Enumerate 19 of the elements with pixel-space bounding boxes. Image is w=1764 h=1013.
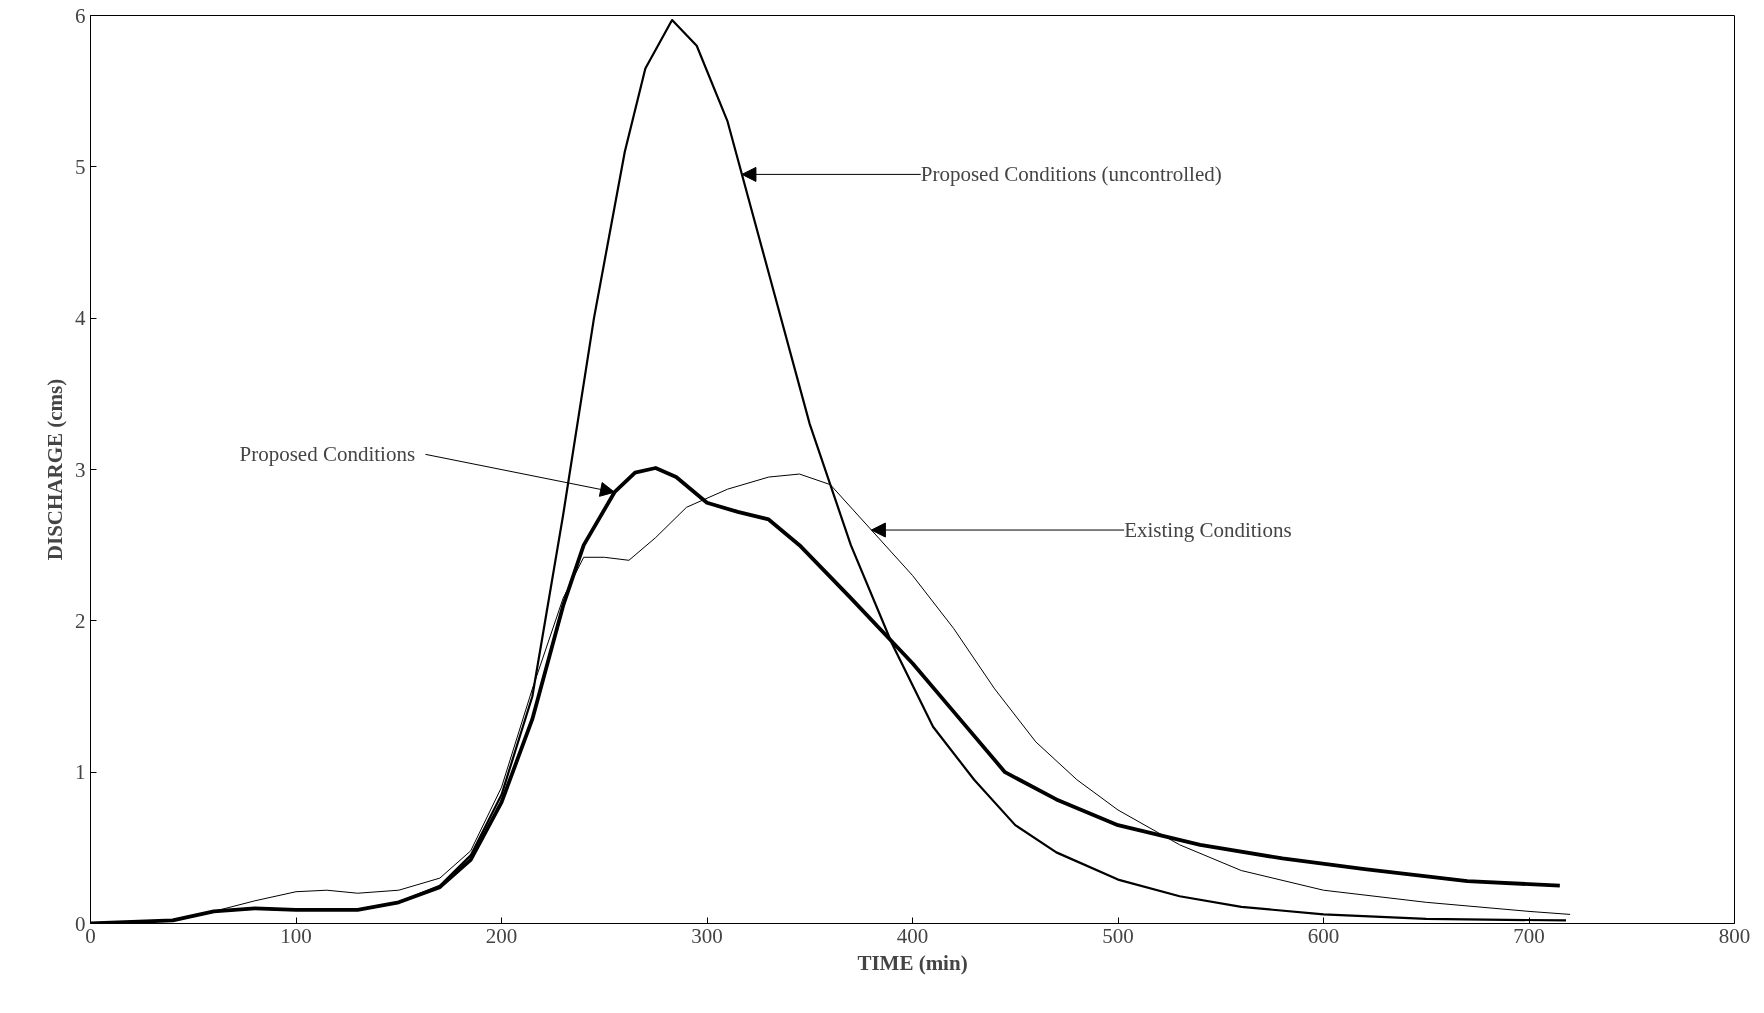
x-tick-label: 800 — [1718, 923, 1751, 948]
y-tick-label: 5 — [75, 154, 86, 179]
y-tick-label: 1 — [75, 760, 86, 785]
annotation: Existing Conditions — [1124, 518, 1292, 543]
x-tick-label: 400 — [896, 923, 929, 948]
y-tick-label: 4 — [75, 306, 86, 331]
y-tick-label: 2 — [75, 608, 86, 633]
annotation: Proposed Conditions (uncontrolled) — [920, 162, 1222, 187]
y-tick-label: 6 — [75, 3, 86, 28]
x-tick-label: 300 — [691, 923, 723, 948]
y-axis-title: DISCHARGE (cms) — [43, 378, 67, 561]
x-tick-label: 500 — [1102, 923, 1134, 948]
x-tick-label: 700 — [1513, 923, 1545, 948]
x-tick-label: 200 — [485, 923, 518, 948]
x-tick-label: 100 — [280, 923, 312, 948]
x-tick-label: 600 — [1307, 923, 1340, 948]
annotation: Proposed Conditions — [239, 442, 416, 467]
y-tick-label: 3 — [75, 457, 86, 482]
x-axis-title: TIME (min) — [857, 950, 968, 975]
